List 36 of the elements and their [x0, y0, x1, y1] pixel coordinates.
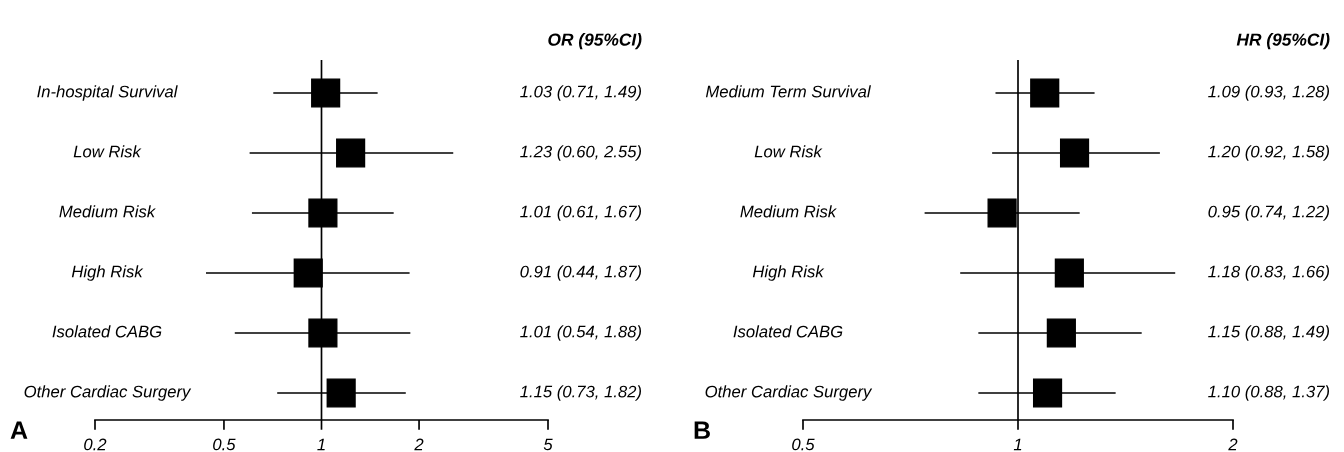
data-label: 1.23 (0.60, 2.55)	[520, 145, 642, 161]
text: B	[694, 421, 710, 439]
data-label: 0.91 (0.44, 1.87)	[520, 265, 642, 281]
x-tick-label: 2	[1228, 438, 1238, 451]
data-label: 1.15 (0.73, 1.82)	[520, 385, 642, 401]
y-tick-label: High Risk	[752, 265, 825, 281]
x-tick-label: 0.5	[792, 438, 815, 451]
x-tick-label: 1	[1013, 438, 1022, 451]
x-tick-label: 0.5	[213, 438, 236, 451]
y-tick-label: Medium Term Survival	[705, 85, 871, 98]
x-tick-label: 0.2	[84, 438, 107, 451]
text: A	[10, 421, 28, 439]
y-tick-label: High Risk	[71, 265, 144, 281]
y-tick-label: Medium Risk	[59, 205, 156, 218]
data-label: 0.95 (0.74, 1.22)	[1208, 205, 1330, 221]
data-label: 1.10 (0.88, 1.37)	[1208, 385, 1330, 401]
y-tick-label: In-hospital Survival	[37, 85, 178, 101]
y-tick-label: Isolated CABG	[52, 325, 162, 338]
y-tick-label: Low Risk	[754, 145, 823, 158]
text: OR (95%CI)	[548, 33, 642, 50]
y-tick-label: Medium Risk	[740, 205, 837, 218]
x-tick-label: 2	[414, 438, 424, 451]
x-tick-label: 5	[543, 438, 553, 451]
data-label: 1.01 (0.61, 1.67)	[520, 205, 642, 221]
y-tick-label: Other Cardiac Surgery	[705, 385, 873, 401]
y-tick-label: Low Risk	[73, 145, 142, 158]
text: HR (95%CI)	[1236, 33, 1330, 50]
y-tick-label: Isolated CABG	[733, 325, 843, 338]
y-tick-label: Other Cardiac Surgery	[24, 385, 192, 401]
data-label: 1.15 (0.88, 1.49)	[1208, 325, 1330, 341]
data-label: 1.20 (0.92, 1.58)	[1208, 145, 1330, 161]
data-label: 1.01 (0.54, 1.88)	[520, 325, 642, 341]
data-label: 1.09 (0.93, 1.28)	[1208, 85, 1330, 101]
x-tick-label: 1	[317, 438, 325, 451]
data-label: 1.18 (0.83, 1.66)	[1208, 265, 1330, 281]
data-label: 1.03 (0.71, 1.49)	[520, 85, 642, 101]
